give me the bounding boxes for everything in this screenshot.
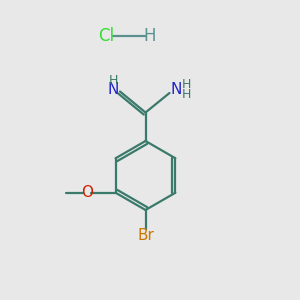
Text: H: H <box>109 74 118 87</box>
Text: H: H <box>182 77 191 91</box>
Text: O: O <box>81 185 93 200</box>
Text: N: N <box>108 82 119 97</box>
Text: H: H <box>144 27 156 45</box>
Text: H: H <box>182 88 191 101</box>
Text: Cl: Cl <box>98 27 115 45</box>
Text: Br: Br <box>137 228 154 243</box>
Text: N: N <box>170 82 182 98</box>
